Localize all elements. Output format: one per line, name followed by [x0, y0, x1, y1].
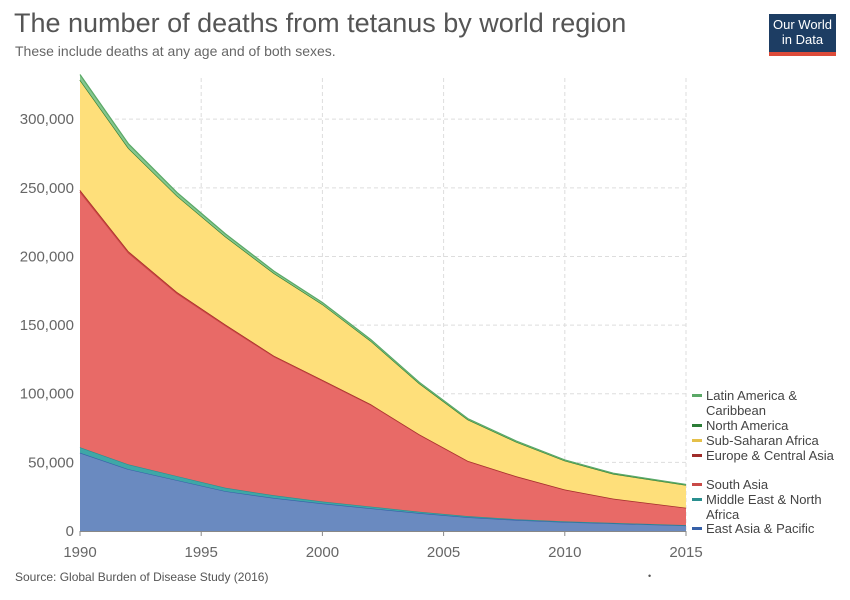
legend-item-middle-east-north-africa[interactable]: Middle East & North Africa: [692, 492, 842, 522]
x-tick-label: 2015: [669, 544, 702, 561]
legend-label: Europe & Central Asia: [706, 448, 834, 463]
legend-label: Middle East & North Africa: [706, 492, 822, 522]
legend-label: East Asia & Pacific: [706, 521, 815, 536]
legend-item-europe-central-asia[interactable]: Europe & Central Asia: [692, 448, 842, 463]
area-east-asia-pacific[interactable]: [80, 452, 686, 531]
logo-line-2: in Data: [781, 32, 824, 47]
x-tick-label: 2000: [306, 544, 339, 561]
chart-subtitle: These include deaths at any age and of b…: [15, 43, 336, 59]
area-sub-saharan-africa[interactable]: [80, 80, 686, 508]
legend-item-south-asia[interactable]: South Asia: [692, 477, 842, 492]
y-tick-label: 0: [66, 523, 74, 540]
logo-line-1: Our World: [773, 17, 832, 32]
x-tick-label: 2005: [427, 544, 460, 561]
legend-label: Latin America & Caribbean: [706, 388, 798, 418]
legend-swatch: [692, 483, 702, 486]
footer-dot: •: [648, 571, 652, 581]
y-tick-label: 50,000: [28, 454, 74, 471]
legend-item-north-america[interactable]: North America: [692, 418, 842, 433]
area-series: [79, 74, 687, 532]
legend-swatch: [692, 454, 702, 457]
y-tick-label: 100,000: [20, 386, 74, 403]
x-tick-label: 2010: [548, 544, 581, 561]
x-tick-label: 1995: [185, 544, 218, 561]
legend-item-east-asia-pacific[interactable]: East Asia & Pacific: [692, 521, 842, 536]
legend-swatch: [692, 498, 702, 501]
legend-item-sub-saharan-africa[interactable]: Sub-Saharan Africa: [692, 433, 842, 448]
x-axis-ticks: 1990 1995 2000 2005 2010 2015: [63, 531, 703, 561]
y-tick-label: 250,000: [20, 180, 74, 197]
legend-swatch: [692, 424, 702, 427]
legend-label: Sub-Saharan Africa: [706, 433, 819, 448]
legend-swatch: [692, 527, 702, 530]
legend-item-latin-america-caribbean[interactable]: Latin America & Caribbean: [692, 388, 842, 418]
legend-label: North America: [706, 418, 789, 433]
legend-label: South Asia: [706, 477, 769, 492]
legend-swatch: [692, 439, 702, 442]
y-tick-label: 150,000: [20, 317, 74, 334]
x-tick-label: 1990: [63, 544, 96, 561]
chart-title: The number of deaths from tetanus by wor…: [14, 8, 627, 38]
owid-logo[interactable]: Our World in Data: [769, 14, 836, 56]
source-note[interactable]: Source: Global Burden of Disease Study (…: [15, 570, 269, 584]
y-tick-label: 200,000: [20, 248, 74, 265]
y-axis-ticks: 0 50,000 100,000 150,000 200,000 250,000 300,0…: [20, 111, 74, 540]
legend-swatch: [692, 394, 702, 397]
line-latin-america-caribbean: [79, 74, 687, 486]
y-tick-label: 300,000: [20, 111, 74, 128]
area-south-asia[interactable]: [80, 191, 686, 526]
